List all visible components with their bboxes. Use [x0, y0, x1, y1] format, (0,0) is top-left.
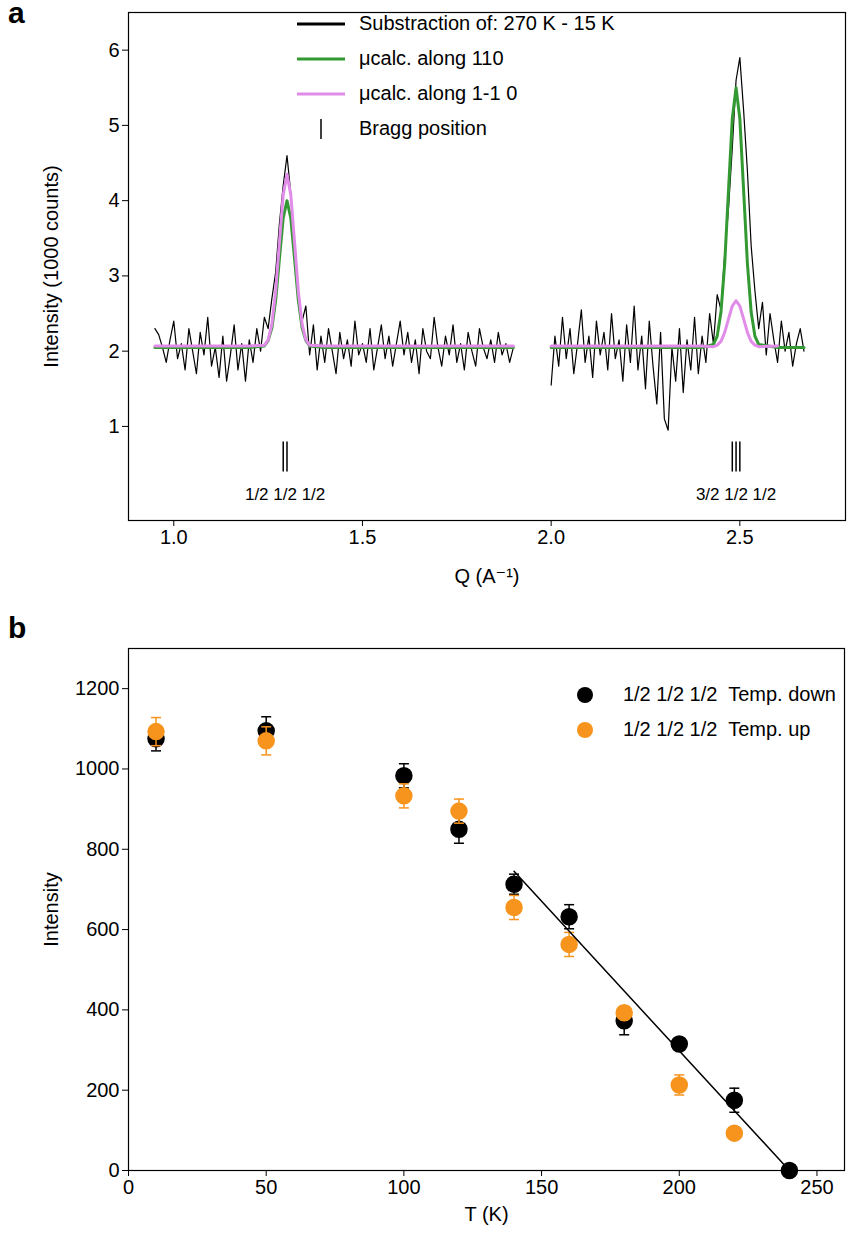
html-text:μcalc. along 110: μcalc. along 110	[359, 47, 504, 69]
svg-text:2.0: 2.0	[537, 526, 565, 548]
svg-text:1.5: 1.5	[349, 526, 377, 548]
svg-text:800: 800	[86, 838, 119, 860]
svg-text:100: 100	[387, 1176, 420, 1198]
svg-text:1/2 1/2 1/2: 1/2 1/2 1/2	[245, 485, 325, 504]
svg-text:Intensity (1000 counts): Intensity (1000 counts)	[40, 165, 62, 367]
svg-text:5: 5	[108, 114, 119, 136]
svg-text:0: 0	[108, 1159, 119, 1181]
svg-text:600: 600	[86, 918, 119, 940]
svg-text:1.0: 1.0	[160, 526, 188, 548]
svg-text:4: 4	[108, 189, 119, 211]
html-text:Substraction of: 270 K - 15 K: Substraction of: 270 K - 15 K	[359, 12, 615, 34]
svg-text:200: 200	[86, 1079, 119, 1101]
html-text:Bragg position: Bragg position	[359, 117, 487, 139]
html-text:1/2 1/2 1/2 Temp. down: 1/2 1/2 1/2 Temp. down	[622, 683, 836, 705]
html-text:1/2 1/2 1/2 Temp. up: 1/2 1/2 1/2 Temp. up	[622, 718, 811, 740]
svg-text:1200: 1200	[75, 677, 120, 699]
svg-text:3: 3	[108, 264, 119, 286]
html-text:b: b	[8, 611, 27, 644]
svg-text:T (K): T (K)	[464, 1203, 508, 1225]
svg-text:Intensity: Intensity	[40, 872, 62, 946]
html-text:μcalc. along 1-1 0: μcalc. along 1-1 0	[359, 82, 518, 104]
svg-text:2: 2	[108, 340, 119, 362]
svg-text:400: 400	[86, 998, 119, 1020]
svg-text:50: 50	[255, 1176, 277, 1198]
svg-text:1000: 1000	[75, 757, 120, 779]
svg-text:200: 200	[663, 1176, 696, 1198]
svg-text:150: 150	[525, 1176, 558, 1198]
svg-text:250: 250	[800, 1176, 833, 1198]
svg-text:Q (A⁻¹): Q (A⁻¹)	[455, 565, 520, 587]
svg-text:0: 0	[123, 1176, 134, 1198]
svg-text:3/2 1/2 1/2: 3/2 1/2 1/2	[696, 485, 776, 504]
svg-text:1: 1	[108, 415, 119, 437]
svg-text:6: 6	[108, 39, 119, 61]
svg-text:2.5: 2.5	[726, 526, 754, 548]
